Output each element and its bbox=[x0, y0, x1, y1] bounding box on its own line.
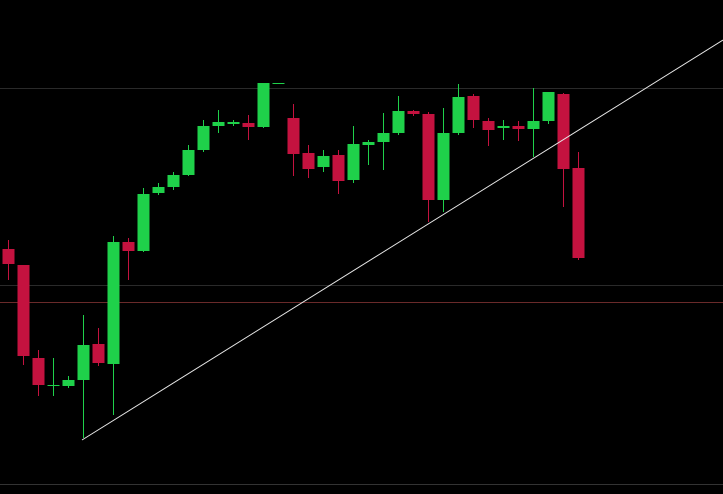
candle-body bbox=[257, 83, 270, 127]
candle-body bbox=[227, 122, 240, 124]
candle-body bbox=[47, 385, 60, 386]
candle-body bbox=[182, 150, 195, 175]
candle-body bbox=[197, 126, 210, 150]
candle-body bbox=[362, 142, 375, 145]
trend-line bbox=[81, 39, 723, 441]
candle-body bbox=[17, 265, 30, 356]
candle-body bbox=[317, 156, 330, 167]
candle-body bbox=[377, 133, 390, 142]
candle-body bbox=[482, 121, 495, 130]
candles bbox=[2, 83, 585, 438]
candle-body bbox=[332, 155, 345, 181]
candle-body bbox=[302, 153, 315, 169]
candle-body bbox=[152, 187, 165, 193]
candle-body bbox=[107, 242, 120, 364]
candle-body bbox=[137, 194, 150, 251]
candle-body bbox=[557, 94, 570, 169]
candle-body bbox=[62, 380, 75, 386]
candle-body bbox=[242, 123, 255, 127]
candle-body bbox=[527, 121, 540, 129]
candle-body bbox=[407, 111, 420, 114]
candle-body bbox=[167, 175, 180, 187]
candle-body bbox=[212, 122, 225, 126]
candle-body bbox=[452, 97, 465, 133]
candle-body bbox=[92, 344, 105, 363]
candle-body bbox=[122, 242, 135, 251]
candle-body bbox=[287, 118, 300, 154]
candle-body bbox=[467, 96, 480, 120]
candle-body bbox=[497, 126, 510, 128]
candle-body bbox=[422, 114, 435, 200]
candle-body bbox=[32, 358, 45, 385]
candle-body bbox=[392, 111, 405, 133]
candle-body bbox=[437, 133, 450, 200]
candle-body bbox=[542, 92, 555, 121]
candle-body bbox=[77, 345, 90, 380]
candle-body bbox=[2, 249, 15, 264]
candle-body bbox=[347, 144, 360, 180]
candle-body bbox=[572, 168, 585, 258]
candle-body bbox=[272, 83, 285, 84]
candle-body bbox=[512, 126, 525, 129]
